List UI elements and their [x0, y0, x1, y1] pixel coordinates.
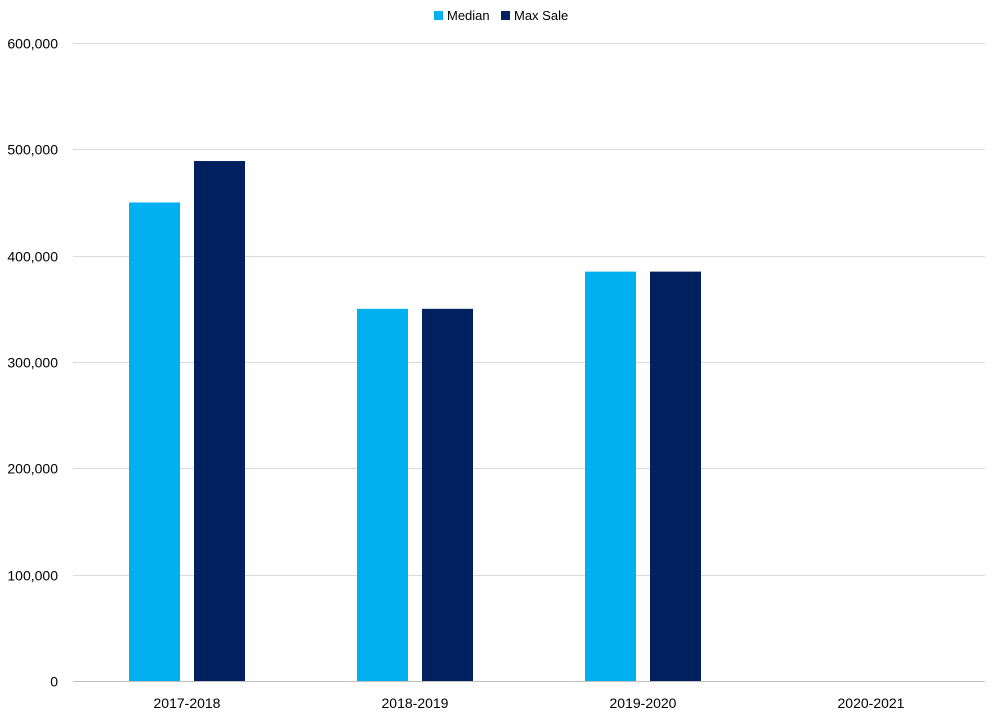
y-tick-label: 100,000 — [7, 568, 58, 584]
bar-median-2019-2020 — [585, 271, 636, 681]
y-tick-label: 400,000 — [7, 249, 58, 265]
y-tick-label: 600,000 — [7, 36, 58, 52]
bar-max-sale-2017-2018 — [194, 161, 245, 681]
y-tick-label: 0 — [50, 674, 58, 690]
bar-max-sale-2019-2020 — [650, 271, 701, 681]
y-tick-label: 200,000 — [7, 461, 58, 477]
x-axis: 2017-2018 2018-2019 2019-2020 2020-2021 — [154, 695, 905, 711]
legend-label: Median — [447, 8, 490, 23]
legend-swatch-median — [434, 11, 443, 20]
x-tick-label: 2020-2021 — [838, 695, 905, 711]
y-tick-label: 500,000 — [7, 142, 58, 158]
bar-median-2017-2018 — [129, 202, 180, 681]
bar-max-sale-2018-2019 — [422, 308, 473, 681]
legend: Median Max Sale — [434, 8, 568, 23]
bar-median-2018-2019 — [357, 308, 408, 681]
bars — [129, 161, 701, 681]
legend-swatch-max-sale — [501, 11, 510, 20]
y-axis: 0 100,000 200,000 300,000 400,000 500,000 600,… — [7, 36, 58, 690]
x-tick-label: 2019-2020 — [610, 695, 677, 711]
x-tick-label: 2018-2019 — [382, 695, 449, 711]
y-tick-label: 300,000 — [7, 355, 58, 371]
legend-label: Max Sale — [514, 8, 568, 23]
x-tick-label: 2017-2018 — [154, 695, 221, 711]
